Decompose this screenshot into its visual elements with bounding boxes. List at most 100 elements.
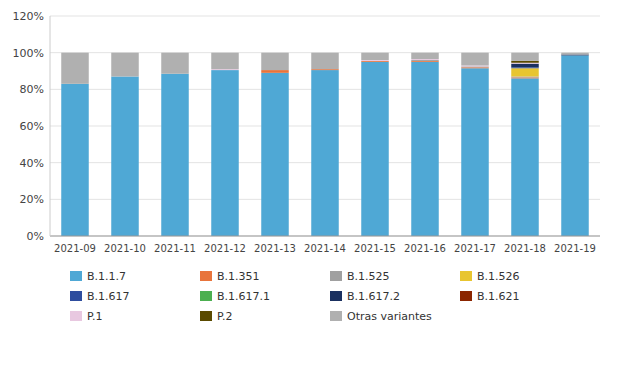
x-tick-label: 2021-11 [154,243,196,254]
bar-segment [461,66,489,67]
bar-segment [361,60,389,62]
legend-label: B.1.351 [217,270,260,283]
bar-segment [411,60,439,62]
legend-label: Otras variantes [347,310,432,323]
x-axis [50,236,600,237]
legend: B.1.1.7B.1.351B.1.525B.1.526B.1.617B.1.6… [70,270,520,323]
y-tick-label: 80% [20,83,44,96]
bar-segment [211,70,239,236]
bar-segment [211,70,239,71]
bar-segment [511,68,539,76]
bar-segment [461,66,489,68]
legend-label: P.1 [87,310,102,323]
bars [61,53,589,236]
bar-segment [561,55,589,56]
legend-swatch [200,291,212,301]
bar-segment [411,60,439,62]
bar-segment [361,60,389,61]
bar-segment [511,61,539,63]
bar-segment [261,70,289,73]
bar-segment [561,55,589,236]
bar-segment [561,55,589,56]
bar-segment [361,60,389,61]
bar-segment [411,60,439,61]
bar-segment [511,78,539,236]
bar-segment [211,70,239,71]
legend-label: B.1.617.2 [347,290,400,303]
x-tick-label: 2021-12 [204,243,246,254]
grid-line [50,236,600,237]
bar-segment [61,53,89,84]
bar-segment [411,60,439,61]
bar-segment [461,66,489,67]
y-tick-label: 20% [20,193,44,206]
bar-segment [211,70,239,71]
bar-segment [411,62,439,236]
bar-segment [461,66,489,67]
x-tick-label: 2021-18 [504,243,546,254]
bar-segment [361,53,389,60]
bar-segment [161,53,189,74]
y-tick-label: 0% [27,230,44,243]
bar-segment [411,60,439,61]
legend-label: P.2 [217,310,232,323]
x-tick-label: 2021-15 [354,243,396,254]
bar-segment [211,70,239,71]
bar-segment [561,53,589,55]
bar-segment [561,55,589,56]
x-tick-label: 2021-16 [404,243,446,254]
legend-label: B.1.621 [477,290,520,303]
bar-segment [211,70,239,71]
legend-swatch [70,291,82,301]
bar-segment [561,55,589,56]
y-axis [50,16,51,236]
bar-segment [511,63,539,64]
bar-segment [261,53,289,70]
bar-segment [111,53,139,77]
bar-segment [261,73,289,236]
legend-swatch [460,271,472,281]
legend-label: B.1.1.7 [87,270,126,283]
bar-segment [361,60,389,61]
bar-segment [411,60,439,61]
bar-segment [561,55,589,56]
bar-segment [461,68,489,236]
chart: 0%20%40%60%80%100%120%2021-092021-102021… [0,0,620,368]
bar-segment [211,53,239,70]
bar-segment [511,53,539,61]
bar-segment [511,64,539,68]
x-tick-label: 2021-17 [454,243,496,254]
x-tick-label: 2021-19 [554,243,596,254]
bar-segment [361,60,389,61]
legend-swatch [330,291,342,301]
chart-container: 0%20%40%60%80%100%120%2021-092021-102021… [0,0,620,368]
y-tick-label: 120% [13,10,44,23]
legend-label: B.1.617 [87,290,130,303]
bar-segment [311,70,339,236]
bar-segment [311,53,339,70]
bar-segment [411,53,439,59]
bar-segment [461,67,489,69]
bar-segment [461,53,489,66]
legend-swatch [200,271,212,281]
bar-segment [461,66,489,67]
bar-segment [461,66,489,67]
bar-segment [361,62,389,236]
bar-segment [511,77,539,79]
legend-label: B.1.617.1 [217,290,270,303]
legend-swatch [460,291,472,301]
bar-segment [411,60,439,61]
bar-segment [361,60,389,61]
legend-swatch [70,271,82,281]
y-tick-label: 60% [20,120,44,133]
legend-swatch [330,271,342,281]
bar-segment [61,84,89,236]
x-tick-label: 2021-14 [304,243,346,254]
bar-segment [161,74,189,236]
legend-swatch [330,311,342,321]
y-tick-label: 100% [13,47,44,60]
x-tick-label: 2021-13 [254,243,296,254]
bar-segment [361,60,389,61]
x-tick-label: 2021-10 [104,243,146,254]
grid-line [50,16,600,17]
